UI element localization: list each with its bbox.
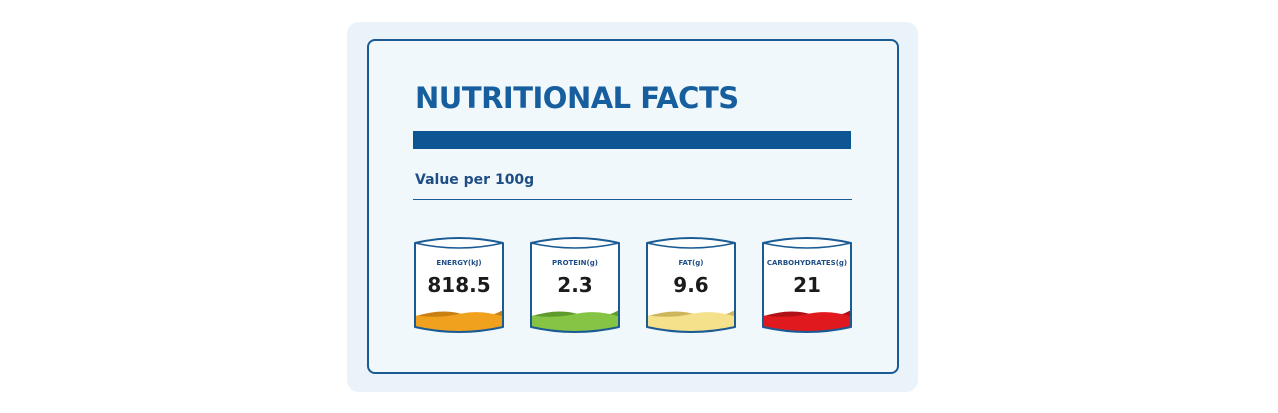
fact-label: ENERGY(kJ) xyxy=(436,259,482,267)
can-rim xyxy=(762,242,852,249)
can-fat-icon xyxy=(646,237,736,333)
value-per-100g-label: Value per 100g xyxy=(415,172,535,188)
can-body xyxy=(763,238,851,332)
can-body xyxy=(531,238,619,332)
fact-label: CARBOHYDRATES(g) xyxy=(766,259,848,267)
divider xyxy=(413,199,852,200)
can-outline xyxy=(530,237,620,333)
can-energy-icon xyxy=(414,237,504,333)
fact-value: 818.5 xyxy=(427,273,491,297)
can-outline xyxy=(414,237,504,333)
fact-can-carbohydrates: CARBOHYDRATES(g) 21 xyxy=(761,235,853,335)
fact-value: 9.6 xyxy=(673,273,709,297)
title-underline-bar xyxy=(413,131,851,149)
can-protein-icon xyxy=(530,237,620,333)
can-outline xyxy=(762,237,852,333)
fact-value: 2.3 xyxy=(557,273,593,297)
can-body xyxy=(647,238,735,332)
can-rim xyxy=(646,242,736,249)
fact-label: PROTEIN(g) xyxy=(552,259,598,267)
fact-can-fat: FAT(g) 9.6 xyxy=(645,235,737,335)
fact-can-energy: ENERGY(kJ) 818.5 xyxy=(413,235,505,335)
fact-label: FAT(g) xyxy=(678,259,704,267)
can-outline xyxy=(646,237,736,333)
fact-can-protein: PROTEIN(g) 2.3 xyxy=(529,235,621,335)
can-rim xyxy=(414,242,504,249)
fact-value: 21 xyxy=(793,273,821,297)
can-rim xyxy=(530,242,620,249)
can-carbohydrates-icon xyxy=(762,237,852,333)
card-title: NUTRITIONAL FACTS xyxy=(415,81,739,115)
can-body xyxy=(415,238,503,332)
